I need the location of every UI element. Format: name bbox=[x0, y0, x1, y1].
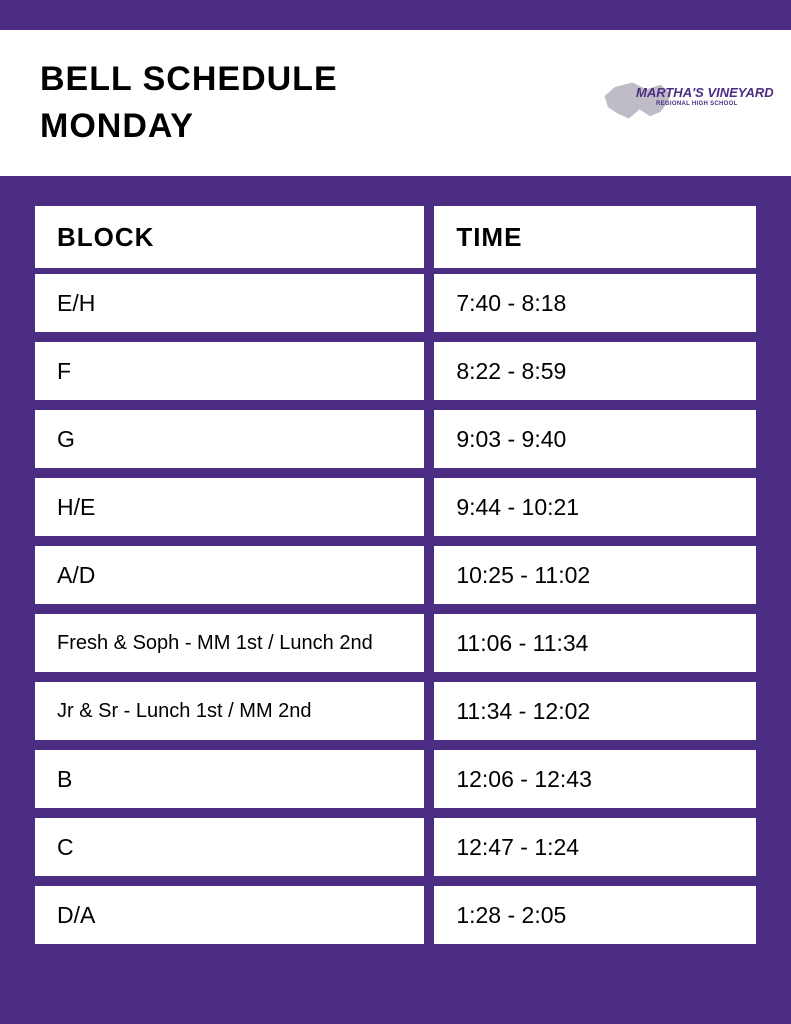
logo-main-text: MARTHA'S VINEYARD bbox=[636, 85, 774, 100]
table-row: H/E9:44 - 10:21 bbox=[35, 478, 756, 536]
block-cell: B bbox=[35, 750, 424, 808]
table-row: C12:47 - 1:24 bbox=[35, 818, 756, 876]
time-cell: 10:25 - 11:02 bbox=[434, 546, 756, 604]
table-row: B12:06 - 12:43 bbox=[35, 750, 756, 808]
page: BELL SCHEDULE MONDAY MARTHA'S VINEYARD R… bbox=[0, 0, 791, 1024]
time-cell: 7:40 - 8:18 bbox=[434, 274, 756, 332]
school-logo: MARTHA'S VINEYARD REGIONAL HIGH SCHOOL bbox=[601, 73, 751, 133]
block-cell: D/A bbox=[35, 886, 424, 944]
schedule-table: BLOCK TIME E/H7:40 - 8:18F8:22 - 8:59G9:… bbox=[35, 206, 756, 944]
block-cell: C bbox=[35, 818, 424, 876]
block-cell: F bbox=[35, 342, 424, 400]
title-line-2: MONDAY bbox=[40, 107, 338, 146]
table-row: D/A1:28 - 2:05 bbox=[35, 886, 756, 944]
col-header-time: TIME bbox=[434, 206, 756, 268]
table-row: Fresh & Soph - MM 1st / Lunch 2nd11:06 -… bbox=[35, 614, 756, 672]
table-row: A/D10:25 - 11:02 bbox=[35, 546, 756, 604]
time-cell: 1:28 - 2:05 bbox=[434, 886, 756, 944]
time-cell: 11:34 - 12:02 bbox=[434, 682, 756, 740]
block-cell: Fresh & Soph - MM 1st / Lunch 2nd bbox=[35, 614, 424, 672]
table-header-row: BLOCK TIME bbox=[35, 206, 756, 264]
block-cell: G bbox=[35, 410, 424, 468]
title-block: BELL SCHEDULE MONDAY bbox=[40, 60, 338, 146]
col-header-block: BLOCK bbox=[35, 206, 424, 268]
logo-sub-text: REGIONAL HIGH SCHOOL bbox=[656, 101, 738, 107]
time-cell: 9:44 - 10:21 bbox=[434, 478, 756, 536]
time-cell: 12:47 - 1:24 bbox=[434, 818, 756, 876]
body-area: BLOCK TIME E/H7:40 - 8:18F8:22 - 8:59G9:… bbox=[0, 176, 791, 1024]
time-cell: 9:03 - 9:40 bbox=[434, 410, 756, 468]
title-line-1: BELL SCHEDULE bbox=[40, 60, 338, 99]
block-cell: E/H bbox=[35, 274, 424, 332]
table-row: E/H7:40 - 8:18 bbox=[35, 274, 756, 332]
block-cell: H/E bbox=[35, 478, 424, 536]
header: BELL SCHEDULE MONDAY MARTHA'S VINEYARD R… bbox=[0, 30, 791, 176]
top-purple-bar bbox=[0, 0, 791, 30]
time-cell: 12:06 - 12:43 bbox=[434, 750, 756, 808]
table-row: F8:22 - 8:59 bbox=[35, 342, 756, 400]
time-cell: 8:22 - 8:59 bbox=[434, 342, 756, 400]
table-row: G9:03 - 9:40 bbox=[35, 410, 756, 468]
time-cell: 11:06 - 11:34 bbox=[434, 614, 756, 672]
table-row: Jr & Sr - Lunch 1st / MM 2nd11:34 - 12:0… bbox=[35, 682, 756, 740]
block-cell: Jr & Sr - Lunch 1st / MM 2nd bbox=[35, 682, 424, 740]
block-cell: A/D bbox=[35, 546, 424, 604]
